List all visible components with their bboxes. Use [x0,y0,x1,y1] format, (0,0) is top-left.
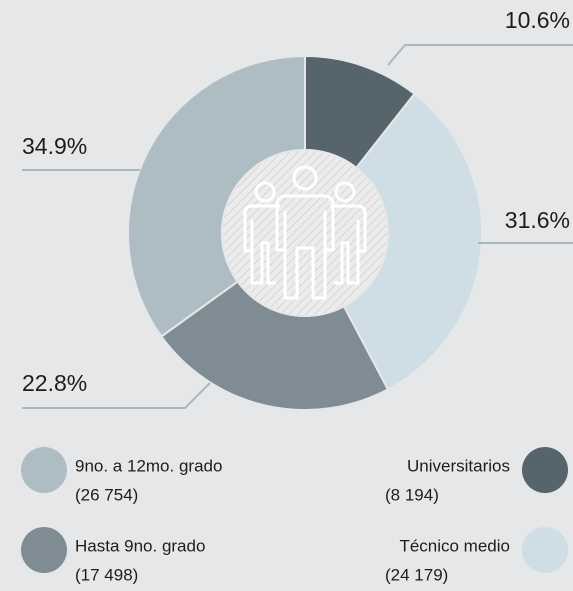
legend-label: Técnico medio [399,536,510,555]
legend-count: (8 194) [385,485,439,504]
legend-swatch [522,527,568,573]
legend-swatch [21,527,67,573]
value-label: 34.9% [22,133,87,159]
value-label: 10.6% [505,7,570,33]
legend-swatch [522,447,568,493]
people-icon [243,165,367,300]
legend-label: Hasta 9no. grado [75,536,205,555]
legend-count: (24 179) [385,565,448,584]
value-label: 22.8% [22,370,87,396]
legend-swatch [21,447,67,493]
legend-label: Universitarios [407,456,510,475]
leader-line [22,382,211,409]
legend-count: (17 498) [75,565,138,584]
legend-label: 9no. a 12mo. grado [75,456,222,475]
legend: Universitarios (8 194) Técnico medio (24 17… [21,447,568,584]
leader-line [387,44,573,66]
donut [127,54,483,411]
donut-center [221,149,389,317]
legend-count: (26 754) [75,485,138,504]
value-label: 31.6% [505,207,570,233]
labels: 10.6% 31.6% 22.8% 34.9% [22,7,573,409]
